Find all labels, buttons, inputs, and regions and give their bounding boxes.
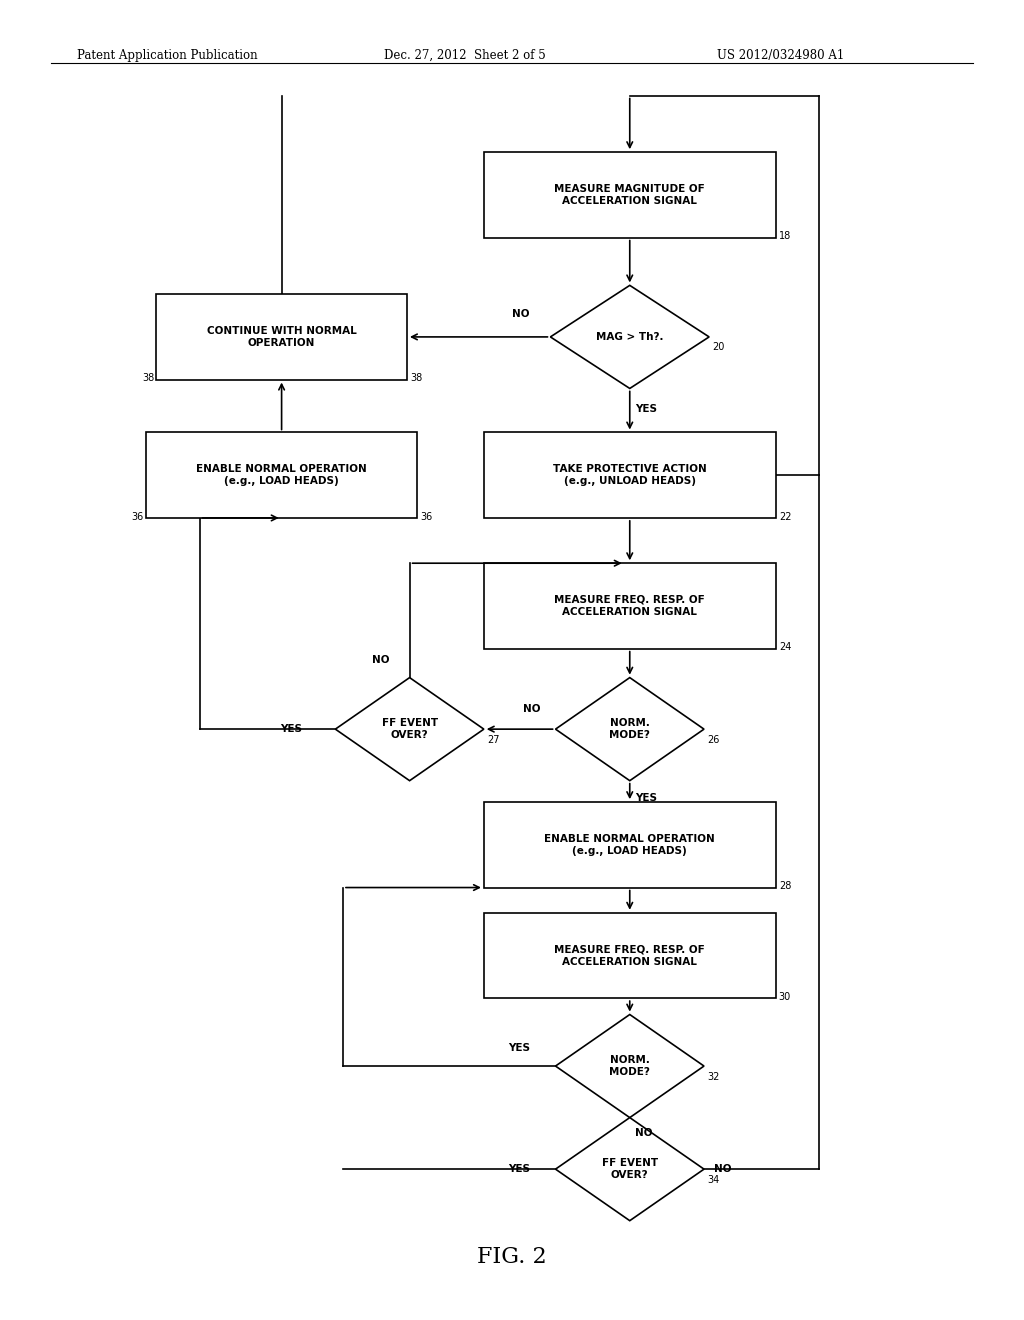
Text: NO: NO (635, 1127, 652, 1138)
Text: 38: 38 (142, 374, 155, 383)
Text: 20: 20 (713, 342, 725, 352)
Text: YES: YES (635, 404, 656, 413)
Polygon shape (555, 1118, 705, 1221)
Text: Patent Application Publication: Patent Application Publication (77, 49, 257, 62)
Text: FF EVENT
OVER?: FF EVENT OVER? (602, 1158, 657, 1180)
FancyBboxPatch shape (484, 152, 776, 238)
Text: NORM.
MODE?: NORM. MODE? (609, 1055, 650, 1077)
Text: YES: YES (508, 1043, 530, 1053)
Text: TAKE PROTECTIVE ACTION
(e.g., UNLOAD HEADS): TAKE PROTECTIVE ACTION (e.g., UNLOAD HEA… (553, 465, 707, 486)
Text: FF EVENT
OVER?: FF EVENT OVER? (382, 718, 437, 741)
Text: CONTINUE WITH NORMAL
OPERATION: CONTINUE WITH NORMAL OPERATION (207, 326, 356, 348)
Text: NO: NO (512, 309, 530, 319)
Text: MEASURE FREQ. RESP. OF
ACCELERATION SIGNAL: MEASURE FREQ. RESP. OF ACCELERATION SIGN… (554, 944, 706, 966)
Text: 28: 28 (778, 882, 792, 891)
Text: 36: 36 (132, 512, 143, 521)
Text: US 2012/0324980 A1: US 2012/0324980 A1 (717, 49, 844, 62)
FancyBboxPatch shape (484, 912, 776, 998)
Text: MEASURE MAGNITUDE OF
ACCELERATION SIGNAL: MEASURE MAGNITUDE OF ACCELERATION SIGNAL (554, 183, 706, 206)
Text: YES: YES (635, 793, 656, 804)
Text: ENABLE NORMAL OPERATION
(e.g., LOAD HEADS): ENABLE NORMAL OPERATION (e.g., LOAD HEAD… (545, 834, 715, 855)
Polygon shape (555, 1015, 705, 1118)
Text: YES: YES (281, 725, 303, 734)
Text: NO: NO (522, 704, 541, 714)
Text: 22: 22 (778, 512, 792, 521)
Polygon shape (551, 285, 709, 388)
Text: 18: 18 (778, 231, 791, 242)
Text: NO: NO (715, 1164, 732, 1175)
FancyBboxPatch shape (484, 803, 776, 887)
Text: NORM.
MODE?: NORM. MODE? (609, 718, 650, 741)
Text: 38: 38 (410, 374, 422, 383)
Text: FIG. 2: FIG. 2 (477, 1246, 547, 1269)
Polygon shape (555, 677, 705, 780)
Text: 26: 26 (707, 735, 720, 744)
Text: 24: 24 (778, 643, 792, 652)
FancyBboxPatch shape (157, 294, 408, 380)
Text: Dec. 27, 2012  Sheet 2 of 5: Dec. 27, 2012 Sheet 2 of 5 (384, 49, 546, 62)
Text: 30: 30 (778, 991, 791, 1002)
Polygon shape (336, 677, 484, 780)
Text: 27: 27 (487, 735, 500, 744)
FancyBboxPatch shape (484, 564, 776, 648)
Text: NO: NO (372, 655, 389, 665)
FancyBboxPatch shape (484, 433, 776, 517)
Text: MAG > Th?.: MAG > Th?. (596, 331, 664, 342)
Text: MEASURE FREQ. RESP. OF
ACCELERATION SIGNAL: MEASURE FREQ. RESP. OF ACCELERATION SIGN… (554, 595, 706, 618)
Text: ENABLE NORMAL OPERATION
(e.g., LOAD HEADS): ENABLE NORMAL OPERATION (e.g., LOAD HEAD… (197, 465, 367, 486)
Text: YES: YES (508, 1164, 530, 1175)
Text: 32: 32 (707, 1072, 720, 1081)
FancyBboxPatch shape (146, 433, 418, 517)
Text: 34: 34 (707, 1175, 719, 1184)
Text: 36: 36 (421, 512, 432, 521)
